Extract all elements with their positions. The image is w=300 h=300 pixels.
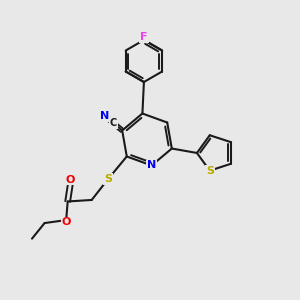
Text: N: N — [147, 160, 156, 170]
Text: S: S — [206, 166, 214, 176]
Text: O: O — [66, 175, 75, 184]
Text: C: C — [110, 118, 117, 128]
Text: S: S — [104, 174, 112, 184]
Text: F: F — [140, 32, 148, 42]
Text: O: O — [61, 218, 71, 227]
Text: N: N — [100, 111, 110, 121]
